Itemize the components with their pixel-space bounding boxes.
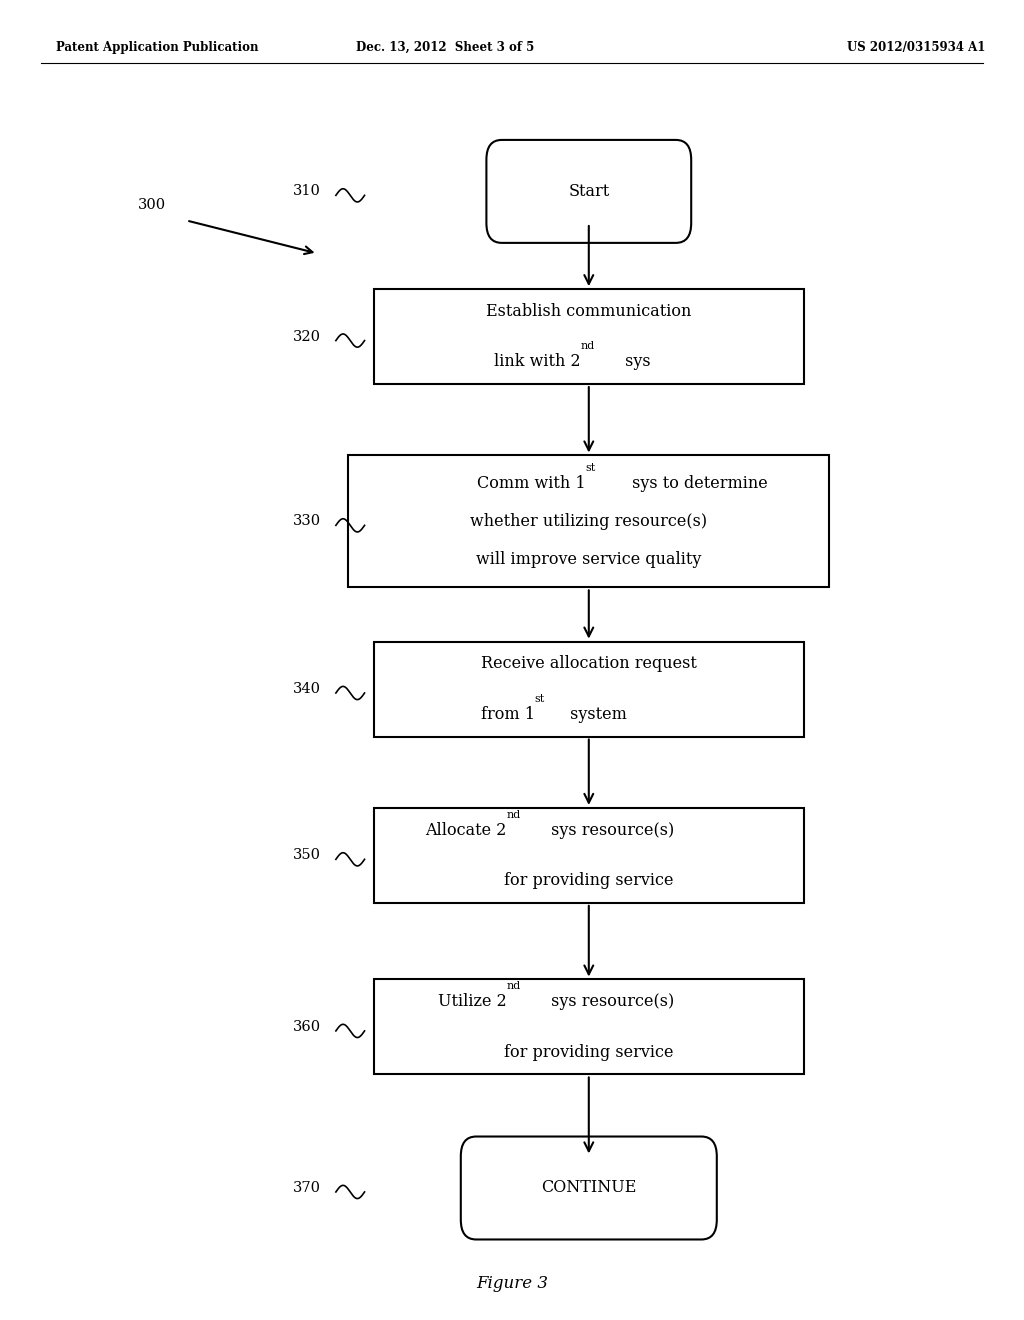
Text: 340: 340: [293, 682, 322, 696]
Text: for providing service: for providing service: [504, 873, 674, 888]
FancyBboxPatch shape: [461, 1137, 717, 1239]
Text: sys resource(s): sys resource(s): [546, 822, 674, 838]
Text: Receive allocation request: Receive allocation request: [481, 656, 696, 672]
Text: Utilize 2: Utilize 2: [438, 994, 507, 1010]
Text: Patent Application Publication: Patent Application Publication: [56, 41, 259, 54]
Text: 360: 360: [293, 1020, 322, 1034]
Text: nd: nd: [581, 341, 595, 351]
Text: for providing service: for providing service: [504, 1044, 674, 1060]
Text: nd: nd: [507, 809, 521, 820]
Bar: [374, 289, 804, 384]
Text: 300: 300: [137, 198, 166, 211]
Text: Figure 3: Figure 3: [476, 1275, 548, 1291]
Text: Establish communication: Establish communication: [486, 304, 691, 319]
Bar: [374, 979, 804, 1074]
Bar: [348, 455, 829, 587]
Text: 320: 320: [293, 330, 322, 343]
Bar: [374, 642, 804, 737]
Bar: [374, 808, 804, 903]
Text: CONTINUE: CONTINUE: [541, 1180, 637, 1196]
Text: whether utilizing resource(s): whether utilizing resource(s): [470, 513, 708, 529]
Text: Start: Start: [568, 183, 609, 199]
Text: sys to determine: sys to determine: [627, 475, 767, 491]
Text: US 2012/0315934 A1: US 2012/0315934 A1: [847, 41, 986, 54]
Text: st: st: [535, 693, 545, 704]
Text: from 1: from 1: [480, 706, 535, 722]
Text: 370: 370: [293, 1181, 322, 1195]
Text: Comm with 1: Comm with 1: [477, 475, 586, 491]
Text: system: system: [565, 706, 627, 722]
Text: Allocate 2: Allocate 2: [426, 822, 507, 838]
Text: sys: sys: [620, 354, 650, 370]
Text: link with 2: link with 2: [494, 354, 581, 370]
FancyBboxPatch shape: [486, 140, 691, 243]
Text: nd: nd: [507, 981, 521, 991]
Text: 330: 330: [293, 515, 322, 528]
Text: st: st: [586, 462, 596, 473]
Text: sys resource(s): sys resource(s): [546, 994, 674, 1010]
Text: Dec. 13, 2012  Sheet 3 of 5: Dec. 13, 2012 Sheet 3 of 5: [356, 41, 535, 54]
Text: will improve service quality: will improve service quality: [476, 552, 701, 568]
Text: 350: 350: [293, 849, 322, 862]
Text: 310: 310: [293, 185, 322, 198]
